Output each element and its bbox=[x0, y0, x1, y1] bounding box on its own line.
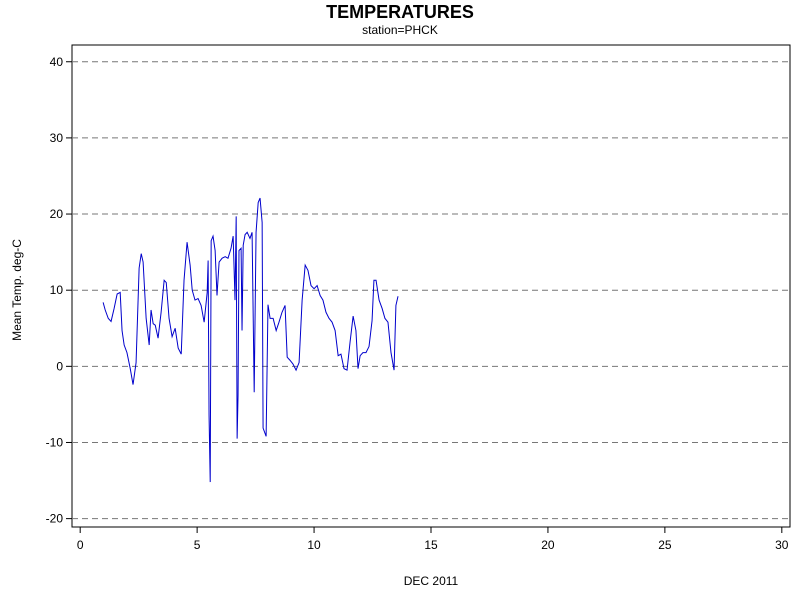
x-axis-label: DEC 2011 bbox=[404, 574, 459, 588]
x-tick-label: 0 bbox=[77, 538, 84, 552]
y-tick-label: 10 bbox=[50, 283, 64, 297]
x-tick-label: 20 bbox=[541, 538, 555, 552]
y-tick-label: -10 bbox=[46, 435, 64, 449]
y-tick-label: 30 bbox=[50, 131, 64, 145]
x-tick-label: 30 bbox=[775, 538, 789, 552]
plot-frame bbox=[71, 44, 791, 528]
y-tick-label: 20 bbox=[50, 207, 64, 221]
y-tick-label: 40 bbox=[50, 55, 64, 69]
y-axis-label: Mean Temp. deg-C bbox=[10, 239, 24, 341]
chart-title: TEMPERATURES bbox=[326, 2, 474, 22]
y-tick-label: -20 bbox=[46, 512, 64, 526]
data-line bbox=[102, 197, 399, 483]
x-tick-label: 25 bbox=[658, 538, 672, 552]
x-tick-label: 15 bbox=[424, 538, 438, 552]
x-tick-label: 10 bbox=[307, 538, 321, 552]
y-tick-label: 0 bbox=[56, 359, 63, 373]
chart-subtitle: station=PHCK bbox=[362, 23, 438, 37]
x-tick-label: 5 bbox=[194, 538, 201, 552]
